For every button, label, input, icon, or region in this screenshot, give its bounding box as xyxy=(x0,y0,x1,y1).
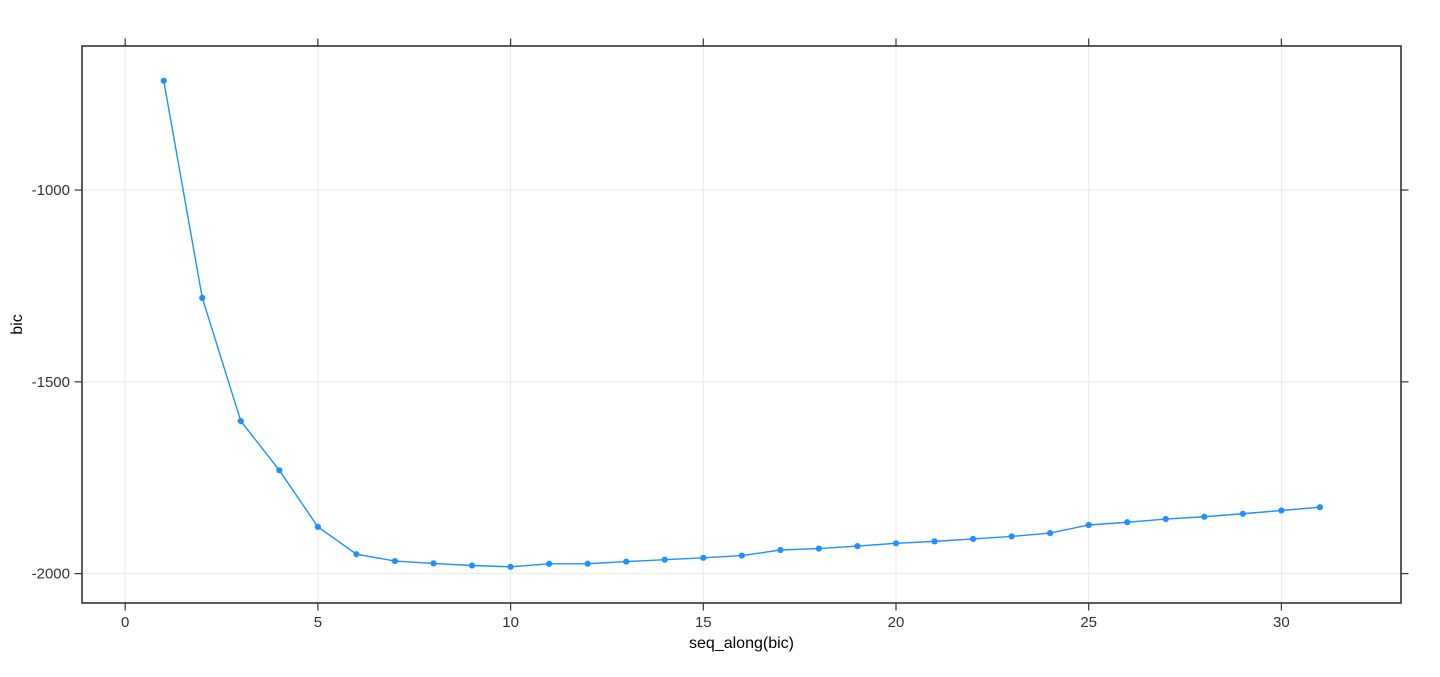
svg-text:0: 0 xyxy=(121,614,129,631)
svg-text:30: 30 xyxy=(1273,614,1290,631)
svg-text:20: 20 xyxy=(888,614,905,631)
svg-text:10: 10 xyxy=(502,614,519,631)
svg-text:seq_along(bic): seq_along(bic) xyxy=(689,635,794,652)
svg-text:-1500: -1500 xyxy=(32,374,70,391)
svg-text:bic: bic xyxy=(9,314,26,334)
svg-text:25: 25 xyxy=(1080,614,1097,631)
svg-text:5: 5 xyxy=(314,614,322,631)
svg-text:-1000: -1000 xyxy=(32,182,70,199)
svg-text:-2000: -2000 xyxy=(32,566,70,583)
svg-text:15: 15 xyxy=(695,614,712,631)
